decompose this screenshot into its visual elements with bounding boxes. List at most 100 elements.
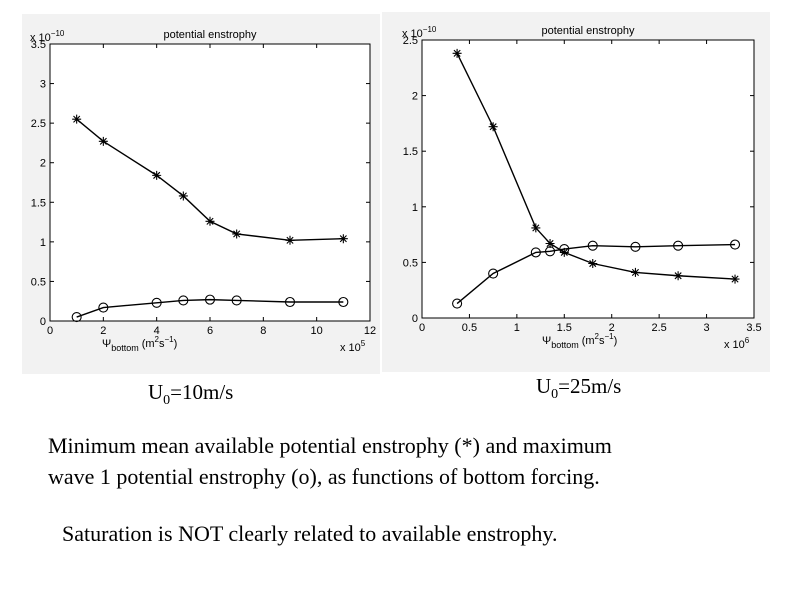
x-tick-label: 10 [311,325,323,337]
y-tick-label: 1 [40,237,46,249]
plot-area [421,39,755,319]
data-point-star [559,247,569,257]
y-tick-label: 1.5 [31,197,46,209]
caption-left-rest: =10m/s [170,380,234,404]
chart-panel-right: 0 0.5 1 1.5 2 2.5 3 3.5 0 0.5 1 1.5 2 2.5 potential en… [382,12,770,372]
caption-right-u: U [536,374,552,398]
x-label-units-power2: −1 [605,332,615,341]
y-exponent-power: −10 [51,29,65,38]
data-point-circle [673,240,684,251]
caption-right-sub: 0 [551,387,559,403]
data-point-star [98,136,108,146]
x-tick-label: 1.5 [557,322,572,334]
x-label-units-open: (m [142,338,155,350]
x-label-units-s: s [599,335,605,347]
data-point-circle [488,268,499,279]
caption-right: U0=25m/s [536,374,621,403]
data-point-star [673,271,683,281]
y-tick-label: 2.5 [31,118,46,130]
x-exponent-power: 5 [361,339,366,348]
data-point-star [285,235,295,245]
chart-title: potential enstrophy [542,25,635,37]
x-axis-label: Ψbottom (m2s−1) [102,335,177,353]
y-tick-label: 2 [40,158,46,170]
y-exponent-base: x 10 [30,32,51,44]
x-tick-label: 0.5 [462,322,477,334]
data-point-circle [587,240,598,251]
description-line-2: wave 1 potential enstrophy (o), as funct… [48,464,600,489]
y-tick-label: 2 [412,91,418,103]
description-line-1: Minimum mean available potential enstrop… [48,433,612,458]
x-exponent-base: x 10 [340,342,361,354]
data-point-circle [729,239,741,250]
data-point-star [452,48,462,58]
data-point-circle [71,311,82,323]
y-exponent: x 10−10 [402,25,437,40]
x-tick-label: 6 [207,325,213,337]
data-point-circle [204,294,216,305]
y-tick-label: 1 [412,202,418,214]
y-exponent: x 10−10 [30,29,65,44]
x-tick-label: 2 [609,322,615,334]
caption-left: U0=10m/s [148,380,233,409]
x-tick-label: 12 [364,325,376,337]
x-axis-label: Ψbottom (m2s−1) [542,332,617,350]
y-exponent-power: −10 [423,25,437,34]
series-line-circle [76,298,344,318]
x-label-subscript: bottom [111,343,139,353]
saturation-note: Saturation is NOT clearly related to ava… [62,521,558,546]
data-point-star [531,223,541,233]
y-tick-label: 0.5 [403,257,418,269]
x-label-units-power1: 2 [595,332,600,341]
data-point-circle [98,302,109,313]
chart-right-svg: 0 0.5 1 1.5 2 2.5 3 3.5 0 0.5 1 1.5 2 2.5 potential en… [402,25,762,351]
x-exponent-power: 6 [745,336,750,345]
data-point-star [205,216,215,226]
data-point-star [178,191,188,201]
data-point-circle [530,247,541,258]
y-tick-label: 3 [40,79,46,91]
data-point-circle [151,297,162,308]
series-line-star [76,118,344,241]
data-point-star [338,234,348,244]
x-label-units-power2: −1 [165,335,175,344]
data-point-star [545,238,555,248]
data-point-star [72,114,82,124]
caption-left-u: U [148,380,164,404]
data-point-star [232,229,242,239]
series-line-circle [456,243,736,305]
x-label-units-close: ) [614,335,618,347]
chart-title: potential enstrophy [164,29,257,41]
data-point-circle [559,244,570,255]
y-exponent-base: x 10 [402,28,423,40]
caption-left-sub: 0 [163,393,171,409]
plot-area [49,43,371,322]
x-tick-label: 2.5 [651,322,666,334]
x-tick-label: 0 [419,322,425,334]
x-exponent: x 105 [340,339,366,354]
y-tick-label: 0 [40,316,46,328]
y-tick-label: 3.5 [31,39,46,51]
data-point-circle [284,296,296,308]
data-point-circle [630,241,641,252]
data-point-circle [452,298,463,309]
data-point-circle [545,246,556,257]
x-label-symbol: Ψ [542,335,551,347]
x-label-symbol: Ψ [102,338,111,350]
data-point-circle [338,296,349,308]
x-tick-label: 0 [47,325,53,337]
data-point-circle [231,295,242,306]
x-tick-label: 3.5 [746,322,761,334]
description: Minimum mean available potential enstrop… [48,430,612,492]
x-tick-label: 1 [514,322,520,334]
data-point-star [488,122,498,132]
data-point-star [630,267,640,277]
caption-right-rest: =25m/s [558,374,622,398]
data-point-star [588,259,598,269]
y-tick-label: 0.5 [31,276,46,288]
x-exponent-base: x 10 [724,339,745,351]
y-tick-label: 1.5 [403,146,418,158]
y-tick-label: 2.5 [403,35,418,47]
chart-panel-left: 0 2 4 6 8 10 12 0 0.5 1 1.5 2 2.5 3 3.5 potential enstr… [22,14,380,374]
